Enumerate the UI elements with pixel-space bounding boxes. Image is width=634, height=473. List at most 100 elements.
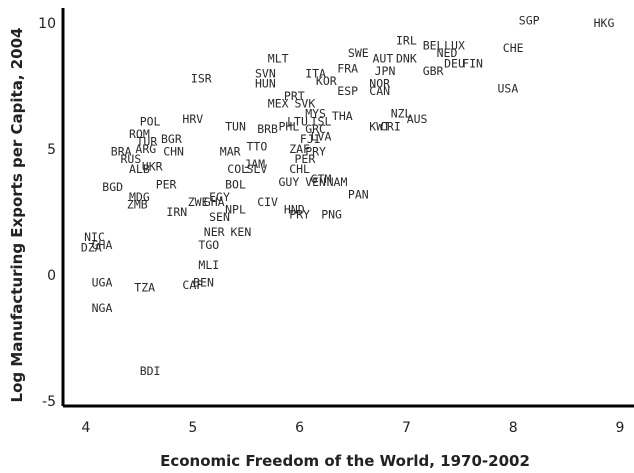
point-esp: ESP	[337, 84, 358, 98]
point-chl: CHL	[289, 162, 310, 176]
point-aut: AUT	[373, 51, 394, 65]
point-bol: BOL	[225, 177, 246, 191]
point-mar: MAR	[220, 145, 241, 159]
point-irl: IRL	[396, 34, 417, 48]
point-rom: ROM	[129, 127, 150, 141]
point-pry: PRY	[289, 208, 310, 222]
y-tick-label: 5	[47, 142, 56, 158]
x-tick-label: 8	[509, 420, 518, 436]
point-ven: VEN	[305, 175, 326, 189]
point-ukr: UKR	[142, 160, 163, 174]
point-tza: TZA	[134, 281, 155, 295]
x-tick-label: 6	[295, 420, 304, 436]
point-hrv: HRV	[182, 112, 203, 126]
point-gbr: GBR	[423, 64, 444, 78]
point-isl: ISL	[311, 114, 332, 128]
point-nor: NOR	[369, 77, 390, 91]
point-jpn: JPN	[375, 64, 396, 78]
axis-ticks: 4 5 6 7 8 9 -5 0 5 10	[38, 16, 624, 436]
point-per: PER	[156, 177, 177, 191]
point-gha: GHA	[204, 195, 225, 209]
x-tick-label: 4	[82, 420, 91, 436]
x-axis-title: Economic Freedom of the World, 1970-2002	[160, 452, 530, 470]
point-brb: BRB	[257, 122, 278, 136]
point-slv: SLV	[247, 162, 268, 176]
point-nga: NGA	[92, 301, 113, 315]
point-mys: MYS	[305, 107, 326, 121]
point-pry: PRY	[305, 145, 326, 159]
point-sgp: SGP	[519, 14, 540, 28]
point-jam: JAM	[244, 157, 265, 171]
x-tick-label: 9	[616, 420, 625, 436]
point-fra: FRA	[337, 61, 358, 75]
point-mlt: MLT	[268, 51, 289, 65]
x-tick-label: 5	[188, 420, 197, 436]
point-fji: FJI	[300, 132, 321, 146]
point-can: CAN	[369, 84, 390, 98]
point-hnd: HND	[284, 203, 305, 217]
point-aus: AUS	[407, 112, 428, 126]
y-axis-title: Log Manufacturing Exports per Capita, 20…	[8, 28, 26, 403]
point-alb: ALB	[129, 162, 150, 176]
point-prt: PRT	[284, 89, 305, 103]
point-mdg: MDG	[129, 190, 150, 204]
point-caf: CAF	[182, 278, 203, 292]
point-cri: CRI	[380, 119, 401, 133]
point-tur: TUR	[137, 134, 158, 148]
point-tgo: TGO	[198, 238, 219, 252]
point-svk: SVK	[295, 97, 316, 111]
point-pol: POL	[140, 114, 161, 128]
point-nic: NIC	[84, 230, 105, 244]
point-irn: IRN	[166, 205, 187, 219]
point-dza: DZA	[81, 240, 102, 254]
point-egy: EGY	[209, 190, 230, 204]
point-npl: NPL	[225, 203, 246, 217]
point-col: COL	[227, 162, 248, 176]
point-chn: CHN	[163, 145, 184, 159]
point-swe: SWE	[348, 46, 369, 60]
point-grc: GRC	[305, 122, 326, 136]
point-arg: ARG	[135, 142, 156, 156]
point-pan: PAN	[348, 187, 369, 201]
point-deu: DEU	[444, 56, 465, 70]
point-zwe: ZWE	[188, 195, 209, 209]
point-ned: NED	[437, 46, 458, 60]
point-tto: TTO	[247, 140, 268, 154]
point-ltu: LTU	[287, 114, 308, 128]
point-nzl: NZL	[391, 107, 412, 121]
point-ben: BEN	[193, 276, 214, 290]
y-tick-label: 0	[47, 268, 56, 284]
point-bgr: BGR	[161, 132, 182, 146]
y-tick-label: -5	[42, 394, 56, 410]
point-bgd: BGD	[102, 180, 123, 194]
point-bra: BRA	[111, 145, 132, 159]
point-hun: HUN	[255, 77, 276, 91]
point-guy: GUY	[279, 175, 300, 189]
point-bel: BEL	[423, 39, 444, 53]
point-gtm: GTM	[311, 172, 332, 186]
point-gha: GHA	[92, 238, 113, 252]
point-isr: ISR	[191, 71, 212, 85]
point-usa: USA	[498, 82, 519, 96]
y-tick-label: 10	[38, 16, 56, 32]
point-uga: UGA	[92, 276, 113, 290]
point-tha: THA	[332, 109, 353, 123]
point-nam: NAM	[327, 175, 348, 189]
point-tun: TUN	[225, 119, 246, 133]
point-svn: SVN	[255, 66, 276, 80]
point-fin: FIN	[462, 56, 483, 70]
point-phl: PHL	[279, 119, 300, 133]
point-zmb: ZMB	[127, 197, 148, 211]
point-mex: MEX	[268, 97, 289, 111]
x-tick-label: 7	[402, 420, 411, 436]
point-dnk: DNK	[396, 51, 417, 65]
point-civ: CIV	[257, 195, 278, 209]
point-mli: MLI	[198, 258, 219, 272]
point-ner: NER	[204, 225, 225, 239]
point-zaf: ZAF	[289, 142, 310, 156]
point-lva: LVA	[311, 129, 332, 143]
point-kor: KOR	[316, 74, 337, 88]
point-sen: SEN	[209, 210, 230, 224]
